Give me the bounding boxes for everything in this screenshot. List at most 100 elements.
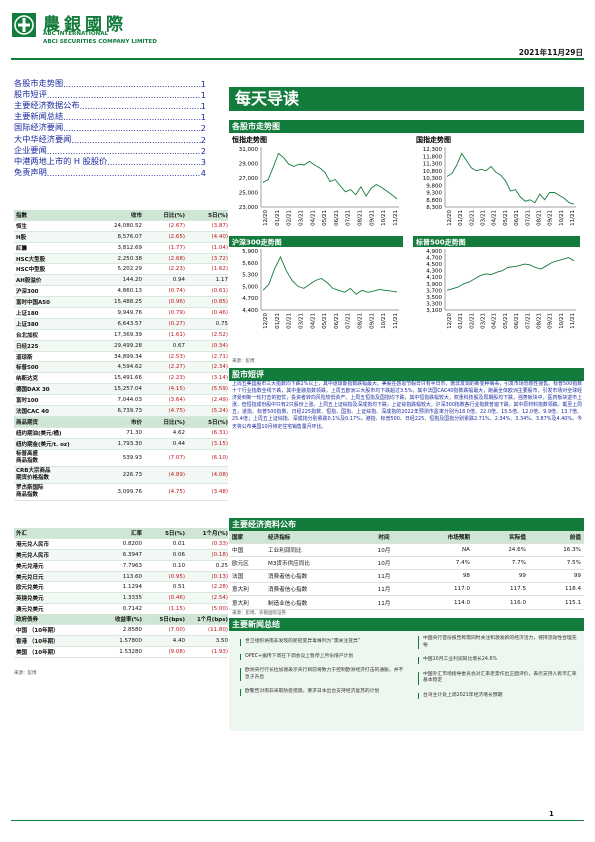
news-item: 世卫组织将南非发现的新冠变异毒株列为“需关注变异” xyxy=(240,639,405,646)
y-tick-label: 5,000 xyxy=(242,284,258,290)
x-tick-label: 12/20 xyxy=(263,313,269,329)
news-right-column: 中国央行首份报告称需同时关注和激发新的经济活力，保持流动性合理充裕 中国10月工业… xyxy=(418,636,578,707)
table-row: 日经225 29,499.28 0.67 (0.34) xyxy=(14,340,228,352)
cell-value: 7.7963 xyxy=(122,562,142,569)
toc-item-label: 免责声明 xyxy=(14,166,47,177)
table-header-cell: 5日(%) xyxy=(165,530,185,537)
x-tick-label: 09/21 xyxy=(369,313,375,329)
toc-item-label: 国际经济要闻 xyxy=(14,122,64,133)
econ-cell: 法国 xyxy=(232,574,244,581)
row-label: 中国 （10年期） xyxy=(16,627,59,634)
toc-item[interactable]: 企业要闻....................................… xyxy=(14,145,206,156)
toc-item[interactable]: 各股市走势图..................................… xyxy=(14,78,206,89)
toc-item[interactable]: 大中华经济要闻.................................… xyxy=(14,133,206,145)
cell-value: (2.23) xyxy=(168,375,185,382)
table-header-cell: 指數 xyxy=(16,212,28,219)
toc-item[interactable]: 主要新闻总结..................................… xyxy=(14,111,206,122)
econ-cell: 98 xyxy=(462,573,470,580)
cell-value: 4,594.62 xyxy=(117,364,143,371)
econ-cell: 7.4% xyxy=(455,560,470,567)
x-tick-label: 03/21 xyxy=(298,313,304,329)
cell-value: (0.46) xyxy=(211,309,228,316)
cell-value: 0.75 xyxy=(215,320,228,327)
y-tick-label: 3,100 xyxy=(426,308,442,314)
cell-value: 15,491.66 xyxy=(114,375,142,382)
table-row: 富时中国A50 15,488.25 (0.96) (0.85) xyxy=(14,297,228,309)
cell-value: (2.52) xyxy=(211,331,228,338)
cell-value: 15,488.25 xyxy=(114,299,142,306)
cell-value: 113.60 xyxy=(122,573,142,580)
cell-value: (2.27) xyxy=(168,364,185,371)
cell-value: (4.08) xyxy=(211,471,228,478)
toc-dots: ........................................… xyxy=(63,79,201,90)
table-row: 中国 （10年期） 2.8580 (7.00) (11.80) xyxy=(14,625,228,636)
cell-value: (0.46) xyxy=(168,595,185,602)
market-comment-text: 上周五美国股市三大指数均下跌2%以上，其中道琼斯指数跌幅最大。美股在感恩节假日只… xyxy=(232,381,582,430)
toc-item-page: 3 xyxy=(200,156,206,167)
toc-item[interactable]: 主要经济数据公布................................… xyxy=(14,100,206,111)
econ-data-title: 主要经济资料公布 xyxy=(229,518,584,531)
cell-value: (1.93) xyxy=(211,648,228,655)
x-tick-label: 10/21 xyxy=(381,210,387,226)
toc-dots: ........................................… xyxy=(107,156,201,167)
cell-value: (4.89) xyxy=(168,471,185,478)
cell-value: (7.07) xyxy=(168,454,185,461)
cell-value: (3.72) xyxy=(211,255,228,262)
cell-value: 1.53280 xyxy=(119,648,142,655)
toc-item[interactable]: 免责声明....................................… xyxy=(14,167,206,178)
header-rule xyxy=(11,58,584,60)
y-tick-label: 3,900 xyxy=(426,282,442,288)
x-tick-label: 10/21 xyxy=(559,210,565,226)
cell-value: (2.49) xyxy=(211,397,228,404)
table-header-cell: 5日(%) xyxy=(208,212,228,219)
econ-header-cell: 时间 xyxy=(378,535,390,542)
x-tick-label: 02/21 xyxy=(287,210,293,226)
cell-value: 24,080.52 xyxy=(114,222,142,229)
row-label: HSC中型股 xyxy=(16,267,46,274)
x-tick-label: 11/21 xyxy=(393,313,399,329)
table-row: 标普500 4,594.62 (2.27) (2.34) xyxy=(14,362,228,374)
econ-header-cell: 经济指标 xyxy=(268,535,291,542)
econ-header-cell: 实际值 xyxy=(509,535,526,542)
news-item: 台湾主计处上调2021年经济增长预期 xyxy=(418,692,578,699)
row-label: 标普高盛 商品指数 xyxy=(16,450,39,464)
cell-value: (1.04) xyxy=(211,244,228,251)
row-label: 罗杰斯国际 商品指数 xyxy=(16,484,44,498)
cell-value: 5,202.29 xyxy=(117,266,143,273)
toc-item-label: 各股市走势图 xyxy=(14,78,64,89)
y-tick-label: 11,300 xyxy=(423,162,443,168)
cell-value: 29,499.28 xyxy=(114,342,142,349)
y-tick-label: 23,000 xyxy=(239,205,259,211)
row-label: 富时100 xyxy=(16,398,39,405)
toc-item[interactable]: 国际经济要闻..................................… xyxy=(14,122,206,133)
cell-value: 6,643.57 xyxy=(117,320,143,327)
cell-value: 0.44 xyxy=(172,440,185,447)
cell-value: (5.24) xyxy=(211,407,228,414)
cell-value: (0.74) xyxy=(168,288,185,295)
cell-value: (5.59) xyxy=(211,386,228,393)
econ-cell: 11月 xyxy=(377,600,391,607)
y-tick-label: 5,900 xyxy=(242,249,258,255)
toc-item-page: 1 xyxy=(200,79,206,90)
cell-value: 144.20 xyxy=(122,277,142,284)
y-tick-label: 29,000 xyxy=(239,162,259,168)
table-row: HSC大型股 2,250.38 (2.68) (3.72) xyxy=(14,253,228,265)
x-tick-label: 04/21 xyxy=(310,313,316,329)
row-label: HSC大型股 xyxy=(16,256,46,263)
table-row: 法国CAC 40 6,739.73 (4.75) (5.24) xyxy=(14,406,228,417)
table-row: 美元兑日元 113.60 (0.95) (0.13) xyxy=(14,571,228,583)
charts-area: 恒指走势图 31,000 29,000 27,000 25,000 23,000 12/20… xyxy=(229,135,580,329)
econ-cell: NA xyxy=(461,547,470,554)
cell-value: (0.27) xyxy=(168,320,185,327)
table-row: 台北加权 17,369.39 (1.61) (2.52) xyxy=(14,330,228,341)
cell-value: 0.10 xyxy=(172,562,185,569)
table-header-row: 政府债券 收益率(%) 5日(bps) 1个月(bps) xyxy=(14,614,228,625)
toc-item[interactable]: 股市短评....................................… xyxy=(14,89,206,100)
cell-value: (3.15) xyxy=(211,440,228,447)
chart-title: 标普500走势图 xyxy=(415,238,466,247)
cell-value: 1.17 xyxy=(215,277,228,284)
table-header-cell: 日比(%) xyxy=(163,212,185,219)
cell-value: 3,099.76 xyxy=(117,488,143,495)
toc-item[interactable]: 中港两地上市的 H 股股价...........................… xyxy=(14,156,206,167)
table-source: 来源：彭博 xyxy=(14,671,37,676)
